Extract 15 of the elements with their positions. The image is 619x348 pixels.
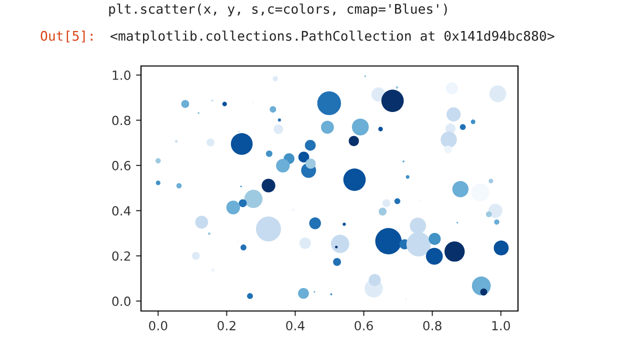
- y-tick-label: 0.6: [112, 160, 130, 170]
- x-tick-label: 0.6: [354, 320, 373, 330]
- text: Out[5]:: [40, 30, 92, 42]
- x-tick-label: 0.2: [218, 320, 236, 330]
- x-tick-label: 0.0: [149, 320, 168, 330]
- text: plt.scatter(x, y, s,c=colors, cmap='Blues'): [109, 4, 447, 16]
- y-tick-label: 0.8: [112, 116, 130, 126]
- y-tick-label: 1.0: [112, 70, 130, 80]
- text: <matplotlib.collections.PathCollection at 0x141d94bc880>: [110, 30, 554, 44]
- x-tick-label: 0.8: [423, 320, 442, 330]
- x-tick-label: 1.0: [492, 320, 510, 330]
- y-tick-label: 0.2: [112, 251, 130, 261]
- y-tick-label: 0.4: [112, 206, 131, 216]
- x-tick-label: 0.4: [286, 320, 304, 330]
- y-tick-label: 0.0: [112, 296, 130, 306]
